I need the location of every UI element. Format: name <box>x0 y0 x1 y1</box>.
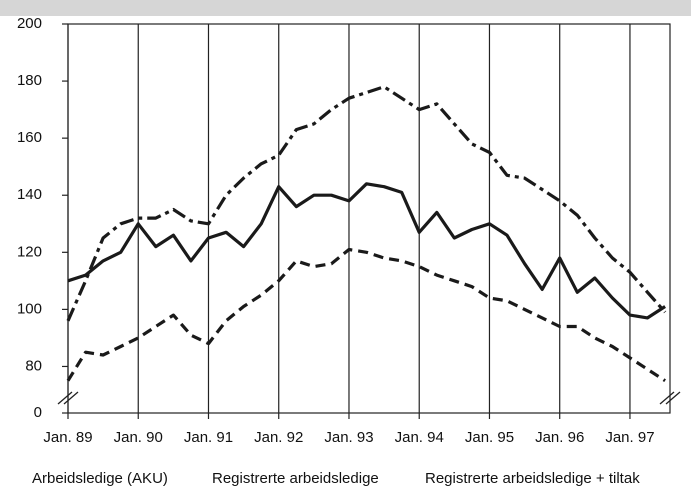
y-tick-label: 180 <box>17 72 42 89</box>
x-tick-label: Jan. 92 <box>254 429 303 446</box>
x-tick-label: Jan. 95 <box>465 429 514 446</box>
legend-label: Arbeidsledige (AKU) <box>32 470 168 487</box>
legend-label: Registrerte arbeidsledige <box>212 470 379 487</box>
x-tick-label: Jan. 96 <box>535 429 584 446</box>
axis-break <box>63 391 79 405</box>
x-tick-label: Jan. 90 <box>114 429 163 446</box>
y-tick-label: 160 <box>17 129 42 146</box>
y-tick-label: 80 <box>25 357 42 374</box>
header-band <box>0 0 691 16</box>
legend-label: Registrerte arbeidsledige + tiltak <box>425 470 640 487</box>
x-tick-label: Jan. 89 <box>43 429 92 446</box>
y-tick-label: 200 <box>17 15 42 32</box>
y-tick-label: 0 <box>34 404 42 421</box>
x-tick-label: Jan. 97 <box>605 429 654 446</box>
x-tick-label: Jan. 93 <box>324 429 373 446</box>
x-tick-label: Jan. 91 <box>184 429 233 446</box>
axis-break <box>665 391 681 405</box>
x-tick-label: Jan. 94 <box>395 429 444 446</box>
series-line <box>67 182 666 320</box>
y-tick-label: 100 <box>17 300 42 317</box>
y-tick-label: 140 <box>17 186 42 203</box>
y-tick-label: 120 <box>17 243 42 260</box>
series-line <box>66 247 666 383</box>
axis-break <box>659 391 675 405</box>
axis-break <box>57 391 73 405</box>
series-line <box>66 85 667 322</box>
